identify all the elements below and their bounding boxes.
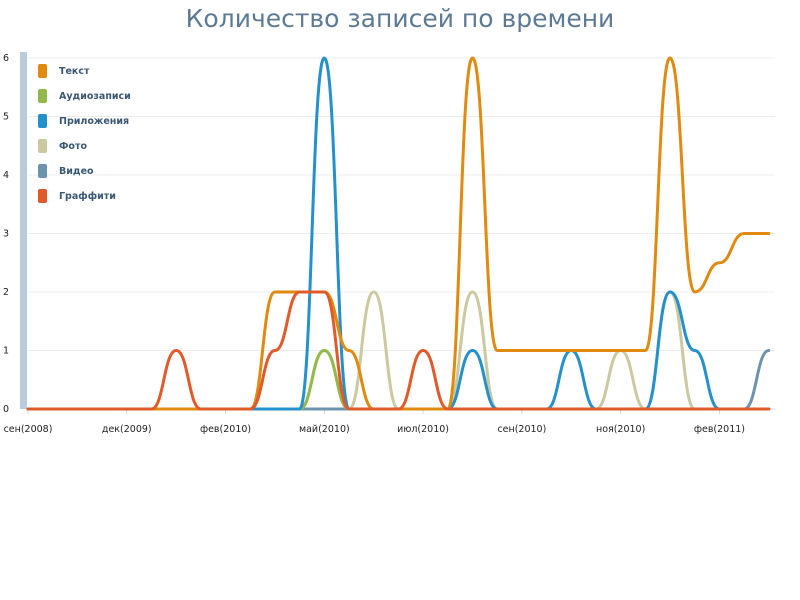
x-tick-label: фев(2011) bbox=[694, 424, 745, 435]
y-axis-ticks: 0 1 2 3 4 5 6 bbox=[3, 53, 9, 415]
y-tick-label: 2 bbox=[3, 287, 9, 298]
legend-label: Фото bbox=[59, 141, 87, 152]
legend-swatch bbox=[38, 64, 47, 78]
x-tick-label: сен(2008) bbox=[4, 424, 53, 435]
chart-title: Количество записей по времени bbox=[185, 4, 615, 33]
legend-label: Приложения bbox=[59, 116, 129, 127]
legend-label: Видео bbox=[59, 166, 94, 177]
legend-swatch bbox=[38, 189, 47, 203]
legend-label: Аудиозаписи bbox=[59, 91, 131, 102]
legend-swatch bbox=[38, 89, 47, 103]
x-tick-label: май(2010) bbox=[299, 424, 350, 435]
x-tick-label: июл(2010) bbox=[397, 424, 449, 435]
legend-swatch bbox=[38, 139, 47, 153]
x-tick-label: сен(2010) bbox=[497, 424, 546, 435]
x-tick-label: ноя(2010) bbox=[596, 424, 645, 435]
y-tick-label: 6 bbox=[3, 53, 9, 64]
legend-label: Текст bbox=[59, 66, 90, 77]
series-line-1 bbox=[26, 56, 771, 411]
legend: Текст Аудиозаписи Приложения Фото Видео Графф… bbox=[38, 64, 131, 203]
y-tick-label: 1 bbox=[3, 346, 9, 357]
series-line-6 bbox=[26, 290, 771, 411]
legend-swatch bbox=[38, 164, 47, 178]
legend-label: Граффити bbox=[59, 191, 116, 202]
y-tick-label: 0 bbox=[3, 404, 9, 415]
y-axis-bar bbox=[20, 52, 27, 409]
legend-swatch bbox=[38, 114, 47, 128]
x-tick-label: фев(2010) bbox=[200, 424, 251, 435]
x-tick-label: дек(2009) bbox=[102, 424, 152, 435]
series-lines bbox=[26, 56, 771, 411]
y-tick-label: 5 bbox=[3, 112, 9, 123]
y-tick-label: 3 bbox=[3, 229, 9, 240]
y-tick-label: 4 bbox=[3, 170, 9, 181]
x-axis-ticks: сен(2008) дек(2009) фев(2010) май(2010) июл(… bbox=[4, 409, 745, 435]
